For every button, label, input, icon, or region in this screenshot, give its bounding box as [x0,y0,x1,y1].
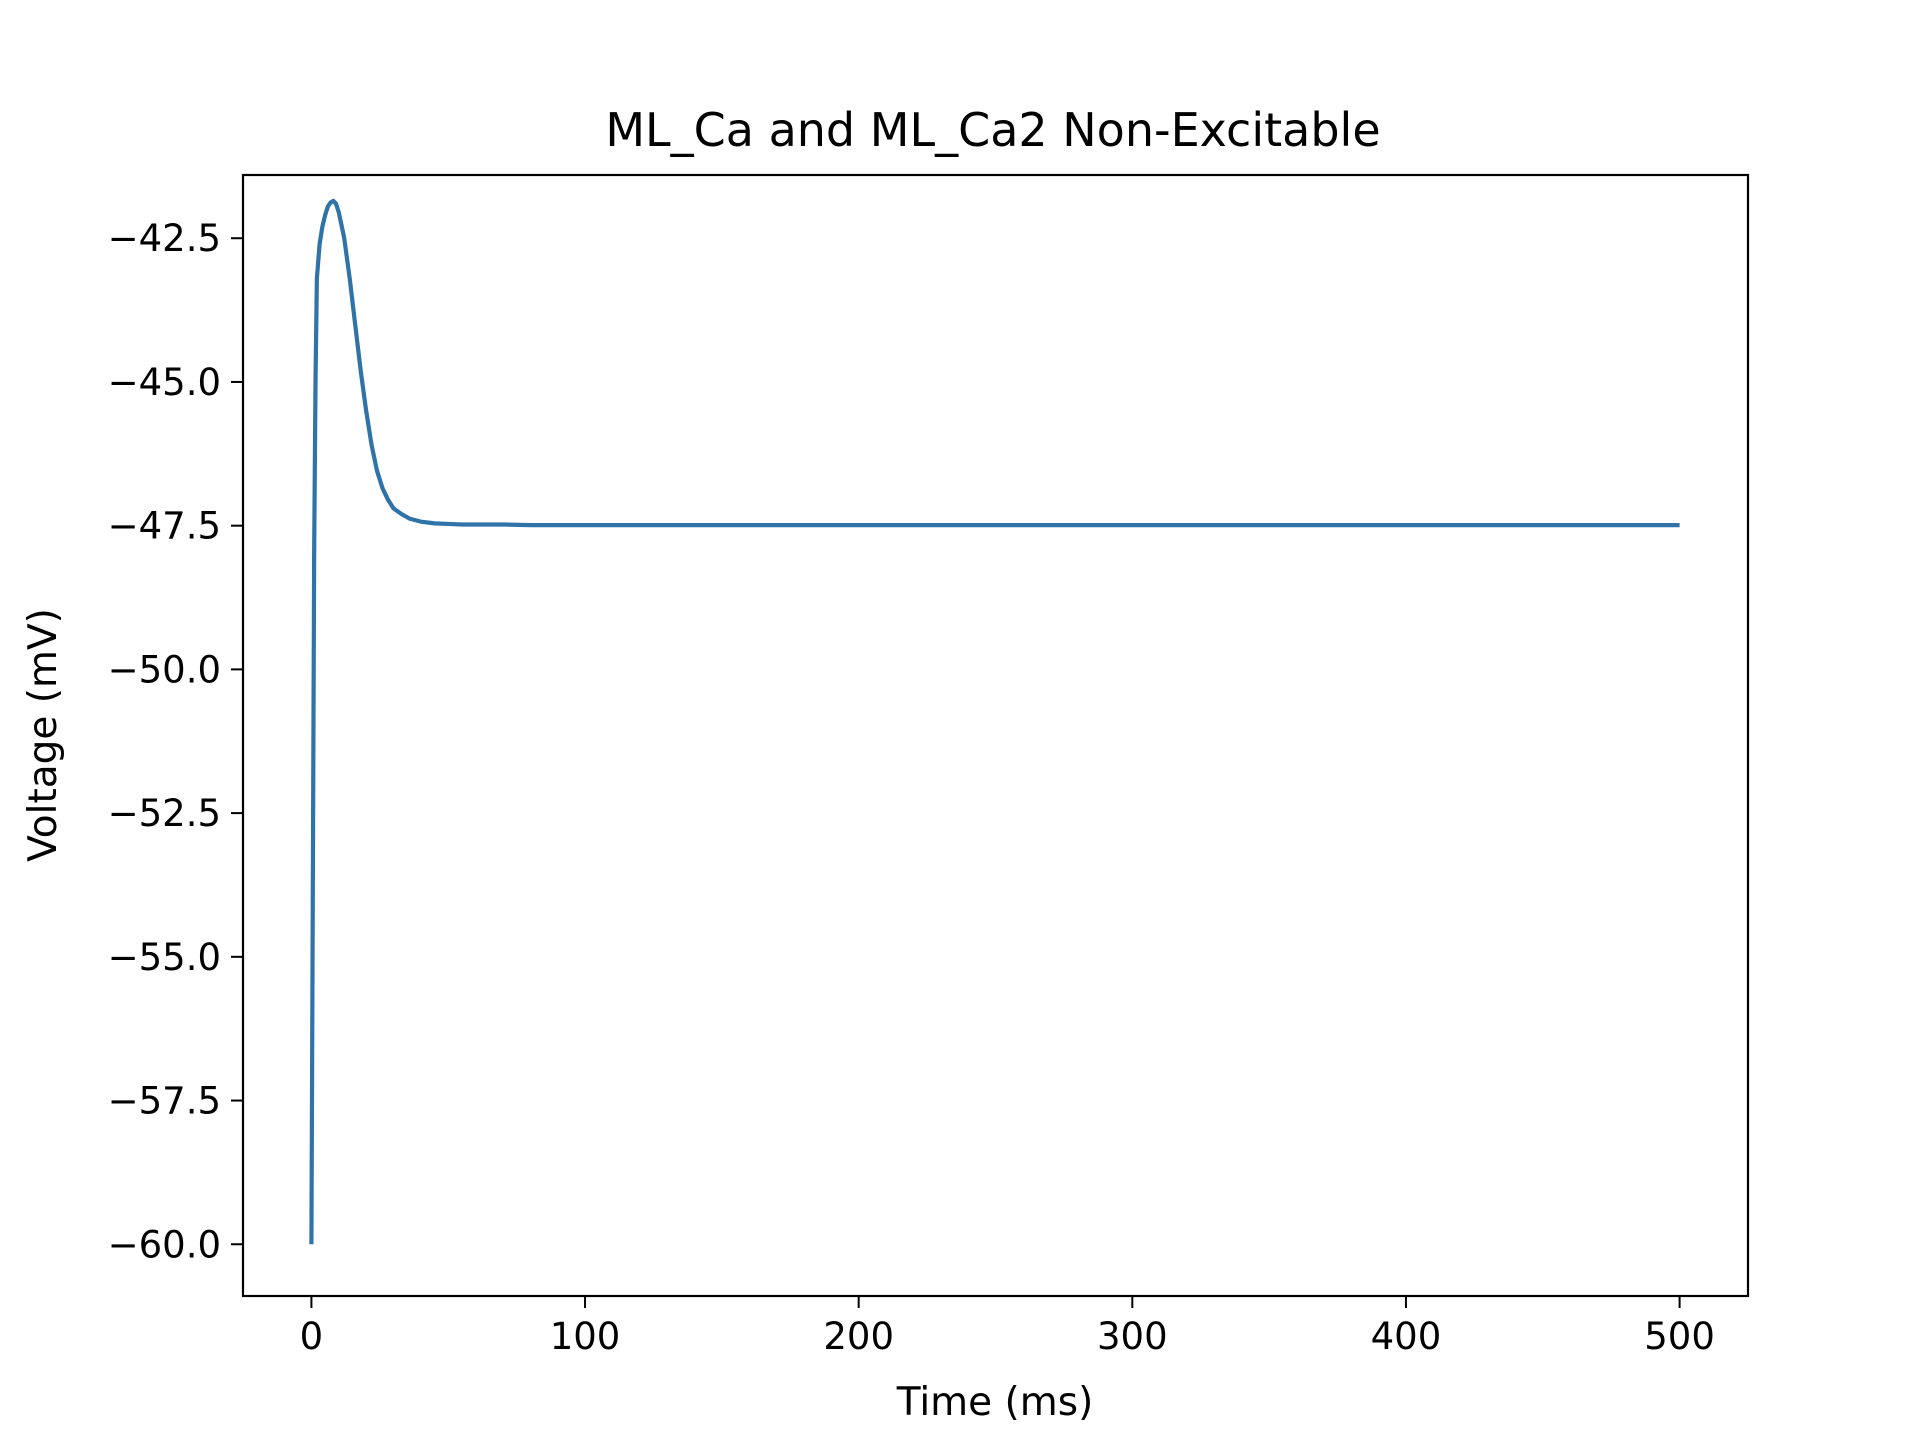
y-tick-label: −42.5 [108,217,221,260]
y-tick-label: −47.5 [108,505,221,548]
x-axis-ticks: 0 100 200 300 400 500 [300,1296,1715,1358]
chart-title: ML_Ca and ML_Ca2 Non-Excitable [605,103,1380,157]
y-axis-label: Voltage (mV) [21,608,66,862]
x-axis-label: Time (ms) [896,1380,1094,1425]
y-tick-label: −55.0 [108,936,221,979]
x-tick-label: 300 [1097,1315,1168,1358]
x-tick-label: 200 [823,1315,894,1358]
x-tick-label: 400 [1371,1315,1442,1358]
y-tick-label: −57.5 [108,1080,221,1123]
x-tick-label: 0 [300,1315,324,1358]
y-tick-label: −52.5 [108,792,221,835]
plot-frame [241,173,1750,1298]
x-tick-label: 500 [1644,1315,1715,1358]
series-layer [309,198,1680,1245]
y-tick-label: −45.0 [108,361,221,404]
y-tick-label: −60.0 [108,1223,221,1266]
y-tick-label: −50.0 [108,648,221,691]
y-axis-ticks: −42.5 −45.0 −47.5 −50.0 −52.5 −55.0 −57.5 −60.0 [108,217,243,1266]
x-tick-label: 100 [550,1315,621,1358]
series-line-0 [309,198,1680,1245]
